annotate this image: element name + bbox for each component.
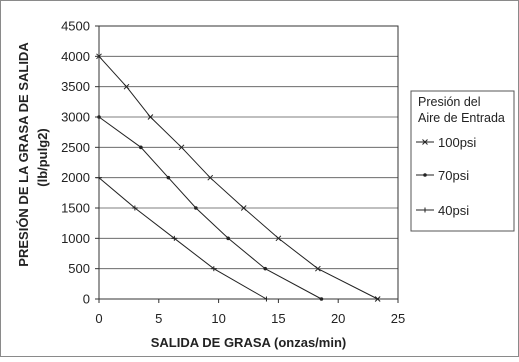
legend-title-line1: Presión del [418,95,481,109]
y-tick-label: 1000 [61,231,90,246]
legend-label: 70psi [438,168,469,183]
data-point-40psi-3 [210,266,217,272]
x-tick-label: 0 [95,311,102,326]
y-tick-label: 2000 [61,170,90,185]
series-70psi [97,115,324,301]
legend-items: 100psi 70psi 40psi [416,135,476,218]
data-point-70psi-4 [226,236,230,241]
y-tick-label: 2500 [61,140,90,155]
data-point-100psi-6 [275,235,282,242]
series-100psi [96,53,381,302]
y-tick-label: 500 [68,261,90,276]
series-40psi [96,175,270,302]
data-point-100psi-3 [178,144,185,151]
x-tick-label: 10 [211,311,225,326]
x-axis-label: SALIDA DE GRASA (onzas/min) [151,335,347,350]
y-tick-label: 1500 [61,201,90,216]
legend: Presión del Aire de Entrada 100psi 70psi 4… [410,90,515,232]
y-tick-label: 0 [83,292,90,307]
data-point-100psi-2 [147,114,154,120]
series-layer [96,53,381,302]
data-point-70psi-2 [166,175,171,180]
legend-title-line2: Aire de Entrada [418,111,505,125]
legend-marker-70psi [423,173,427,177]
legend-label: 100psi [438,135,476,150]
data-point-100psi-8 [374,296,381,302]
x-tick-label: 25 [391,311,405,326]
y-axis-label-line1: PRESIÓN DE LA GRASA DE SALIDA [16,42,31,267]
legend-label: 40psi [438,203,469,218]
legend-marker-100psi [422,139,428,145]
plot-area [98,25,399,300]
x-tick-label: 15 [271,311,285,326]
data-point-40psi-2 [171,235,178,241]
y-tick-label: 4500 [61,19,90,34]
data-point-100psi-4 [207,174,214,181]
y-tick-label: 3000 [61,110,90,125]
data-point-70psi-3 [194,206,198,210]
legend-item-40psi: 40psi [416,203,469,218]
data-point-100psi-5 [240,205,247,211]
legend-item-70psi: 70psi [416,168,469,183]
data-point-100psi-1 [123,83,130,90]
y-tick-label: 4000 [61,49,90,64]
data-point-40psi-1 [131,205,138,211]
y-tick-label: 3500 [61,79,90,94]
data-point-40psi-4 [263,296,270,302]
legend-marker-40psi [422,207,428,213]
data-point-100psi-7 [315,265,321,272]
legend-item-100psi: 100psi [416,135,476,150]
legend-box [410,90,515,232]
data-point-70psi-1 [139,145,143,150]
y-axis-label: PRESIÓN DE LA GRASA DE SALIDA (lb/pulg2) [16,42,50,267]
x-tick-label: 20 [331,311,345,326]
data-point-70psi-6 [319,297,324,301]
y-axis-label-line2: (lb/pulg2) [35,128,50,187]
x-tick-label: 5 [155,311,162,326]
data-point-70psi-5 [263,266,268,271]
tick-labels: 0 500 1000 1500 2000 2500 3000 3500 4000 4500 0 5 10… [61,19,405,327]
